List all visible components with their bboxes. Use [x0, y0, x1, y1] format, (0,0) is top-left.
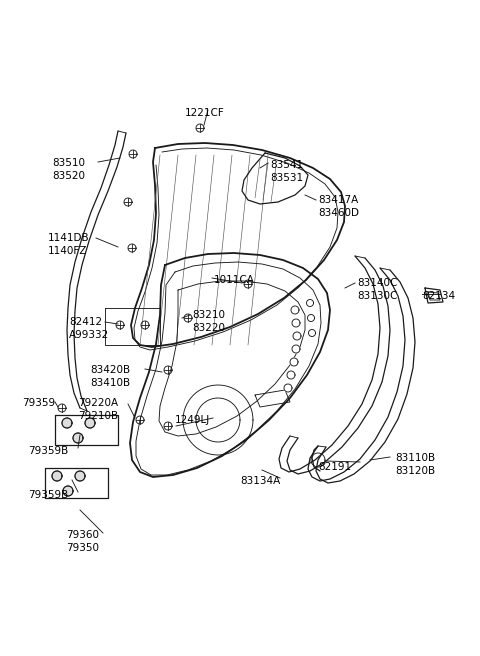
Text: 82191: 82191: [318, 462, 351, 472]
Polygon shape: [287, 371, 295, 379]
Text: 83134A: 83134A: [240, 476, 280, 486]
Polygon shape: [63, 486, 73, 496]
Polygon shape: [292, 319, 300, 327]
Polygon shape: [291, 306, 299, 314]
Text: 83220: 83220: [192, 323, 225, 333]
Polygon shape: [62, 418, 72, 428]
Text: 1249LJ: 1249LJ: [175, 415, 210, 425]
Text: 79360: 79360: [66, 530, 99, 540]
Text: 83130C: 83130C: [357, 291, 397, 301]
Text: 79350: 79350: [66, 543, 99, 553]
Text: 82134: 82134: [422, 291, 455, 301]
Polygon shape: [75, 471, 85, 481]
Text: 79220A: 79220A: [78, 398, 118, 408]
Text: 83510: 83510: [52, 158, 85, 168]
Text: 83417A: 83417A: [318, 195, 358, 205]
Text: 1141DB: 1141DB: [48, 233, 90, 243]
Text: 79359B: 79359B: [28, 490, 68, 500]
Text: 1221CF: 1221CF: [185, 108, 225, 118]
Polygon shape: [73, 433, 83, 443]
Polygon shape: [290, 358, 298, 366]
Text: 1140FZ: 1140FZ: [48, 246, 87, 256]
Text: 79359B: 79359B: [28, 446, 68, 456]
Polygon shape: [85, 418, 95, 428]
Text: 83110B: 83110B: [395, 453, 435, 463]
Text: 83420B: 83420B: [90, 365, 130, 375]
Text: 83520: 83520: [52, 171, 85, 181]
Text: 83460D: 83460D: [318, 208, 359, 218]
Text: 83120B: 83120B: [395, 466, 435, 476]
Text: 79359: 79359: [22, 398, 55, 408]
Text: 83140C: 83140C: [357, 278, 397, 288]
Text: 83541: 83541: [270, 160, 303, 170]
Polygon shape: [284, 384, 292, 392]
Polygon shape: [293, 332, 301, 340]
Polygon shape: [52, 471, 62, 481]
Text: 83210: 83210: [192, 310, 225, 320]
Text: 83531: 83531: [270, 173, 303, 183]
Text: A99332: A99332: [69, 330, 109, 340]
Text: 79210B: 79210B: [78, 411, 118, 421]
Polygon shape: [292, 345, 300, 353]
Text: 83410B: 83410B: [90, 378, 130, 388]
Text: 1011CA: 1011CA: [214, 275, 255, 285]
Text: 82412: 82412: [69, 317, 102, 327]
